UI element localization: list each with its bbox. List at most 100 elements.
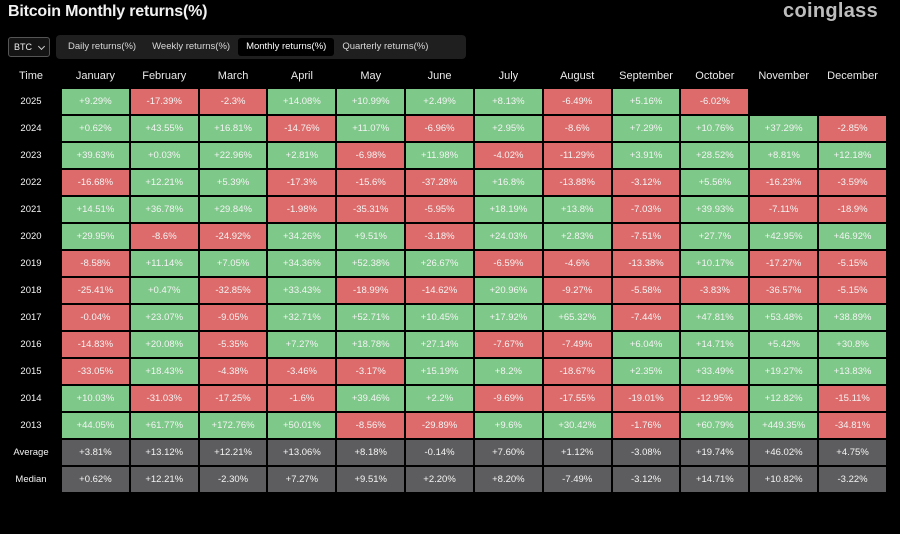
column-header-month: May [360,70,382,82]
return-cell: -14.76% [268,116,336,141]
row-year-label: 2023 [20,150,42,161]
column-header-month: March [217,70,249,82]
return-cell: +61.77% [130,413,198,438]
return-cell: -17.25% [199,386,267,411]
return-cell: +15.19% [406,359,473,384]
return-cell: +5.56% [681,170,749,195]
return-cell: +10.45% [406,305,473,330]
summary-row: Median +0.62% +12.21% -2.30% +7.27% +9.51% +2.… [2,467,886,492]
return-cell: +12.21% [130,170,198,195]
return-cell: +6.04% [612,332,680,357]
return-cell: -1.76% [612,413,680,438]
column-header-month: April [290,70,313,82]
row-year-label: 2015 [20,366,42,377]
return-cell: +10.99% [337,89,405,114]
return-cell: +37.29% [750,116,818,141]
return-cell: -31.03% [130,386,198,411]
table-row: 2020 +29.95% -8.6% -24.92% +34.26% +9.51% -3.1… [2,224,886,249]
summary-cell: +7.27% [268,467,336,492]
return-cell: -17.39% [130,89,198,114]
row-year-label: 2018 [20,285,42,296]
summary-cell: +12.21% [199,440,267,465]
return-cell: +33.43% [268,278,336,303]
return-cell: -4.6% [543,251,611,276]
return-cell: -1.6% [268,386,336,411]
return-cell: -11.29% [543,143,611,168]
return-cell: +11.98% [406,143,473,168]
return-cell: -25.41% [62,278,129,303]
return-cell: +5.39% [199,170,267,195]
return-cell: +42.95% [750,224,818,249]
column-header-time: Time [18,70,44,82]
return-cell: -24.92% [199,224,267,249]
asset-select[interactable]: BTC [8,37,50,57]
return-cell: +14.51% [62,197,129,222]
return-cell: -8.58% [62,251,129,276]
table-body: 2025 +9.29% -17.39% -2.3% +14.08% +10.99% +2.4… [2,89,886,492]
summary-cell: +0.62% [62,467,129,492]
return-cell: -3.17% [337,359,405,384]
return-cell: -32.85% [199,278,267,303]
return-cell: +5.16% [612,89,680,114]
table-row: 2021 +14.51% +36.78% +29.84% -1.98% -35.31% -5… [2,197,886,222]
return-cell: -18.67% [543,359,611,384]
return-cell: +29.84% [199,197,267,222]
return-cell: -8.6% [130,224,198,249]
return-cell: -15.6% [337,170,405,195]
column-header-month: January [75,70,115,82]
return-cell: +5.42% [750,332,818,357]
return-cell: -7.44% [612,305,680,330]
return-cell: -3.18% [406,224,473,249]
table-row: 2018 -25.41% +0.47% -32.85% +33.43% -18.99% -1… [2,278,886,303]
return-cell: +10.76% [681,116,749,141]
returns-period-tabs: Daily returns(%) Weekly returns(%) Month… [56,35,466,59]
return-cell: +3.91% [612,143,680,168]
return-cell: +10.03% [62,386,129,411]
return-cell: -6.59% [474,251,542,276]
summary-cell: +4.75% [819,440,886,465]
return-cell: +12.18% [819,143,886,168]
return-cell: -0.04% [62,305,129,330]
table-row: 2023 +39.63% +0.03% +22.96% +2.81% -6.98% +11.… [2,143,886,168]
return-cell: +9.51% [337,224,405,249]
return-cell: +2.35% [612,359,680,384]
return-cell: -18.9% [819,197,886,222]
return-cell: +23.07% [130,305,198,330]
summary-cell: +1.12% [543,440,611,465]
return-cell: -6.96% [406,116,473,141]
return-cell: +30.42% [543,413,611,438]
return-cell: +33.49% [681,359,749,384]
return-cell: +7.27% [268,332,336,357]
return-cell: +14.71% [681,332,749,357]
return-cell: +47.81% [681,305,749,330]
return-cell: -4.38% [199,359,267,384]
column-header-month: December [827,70,878,82]
return-cell: +14.08% [268,89,336,114]
summary-cell: +19.74% [681,440,749,465]
return-cell: +2.49% [406,89,473,114]
return-cell: +7.05% [199,251,267,276]
tab-daily-returns[interactable]: Daily returns(%) [68,41,137,52]
summary-cell: +3.81% [62,440,129,465]
empty-cell [750,89,817,114]
return-cell: -7.11% [750,197,818,222]
row-year-label: 2019 [20,258,42,269]
return-cell: +11.14% [130,251,198,276]
return-cell: +44.05% [62,413,129,438]
return-cell: +18.43% [130,359,198,384]
return-cell: -3.83% [681,278,749,303]
tab-monthly-returns[interactable]: Monthly returns(%) [238,38,335,56]
return-cell: +0.03% [130,143,198,168]
return-cell: -6.98% [337,143,405,168]
summary-cell: +13.06% [268,440,336,465]
return-cell: +13.83% [819,359,886,384]
tab-quarterly-returns[interactable]: Quarterly returns(%) [342,41,429,52]
summary-cell: +8.20% [474,467,542,492]
summary-cell: -2.30% [199,467,267,492]
return-cell: +7.29% [612,116,680,141]
return-cell: -5.58% [612,278,680,303]
return-cell: -9.27% [543,278,611,303]
return-cell: -19.01% [612,386,680,411]
asset-select-value: BTC [14,42,32,52]
tab-weekly-returns[interactable]: Weekly returns(%) [152,41,231,52]
